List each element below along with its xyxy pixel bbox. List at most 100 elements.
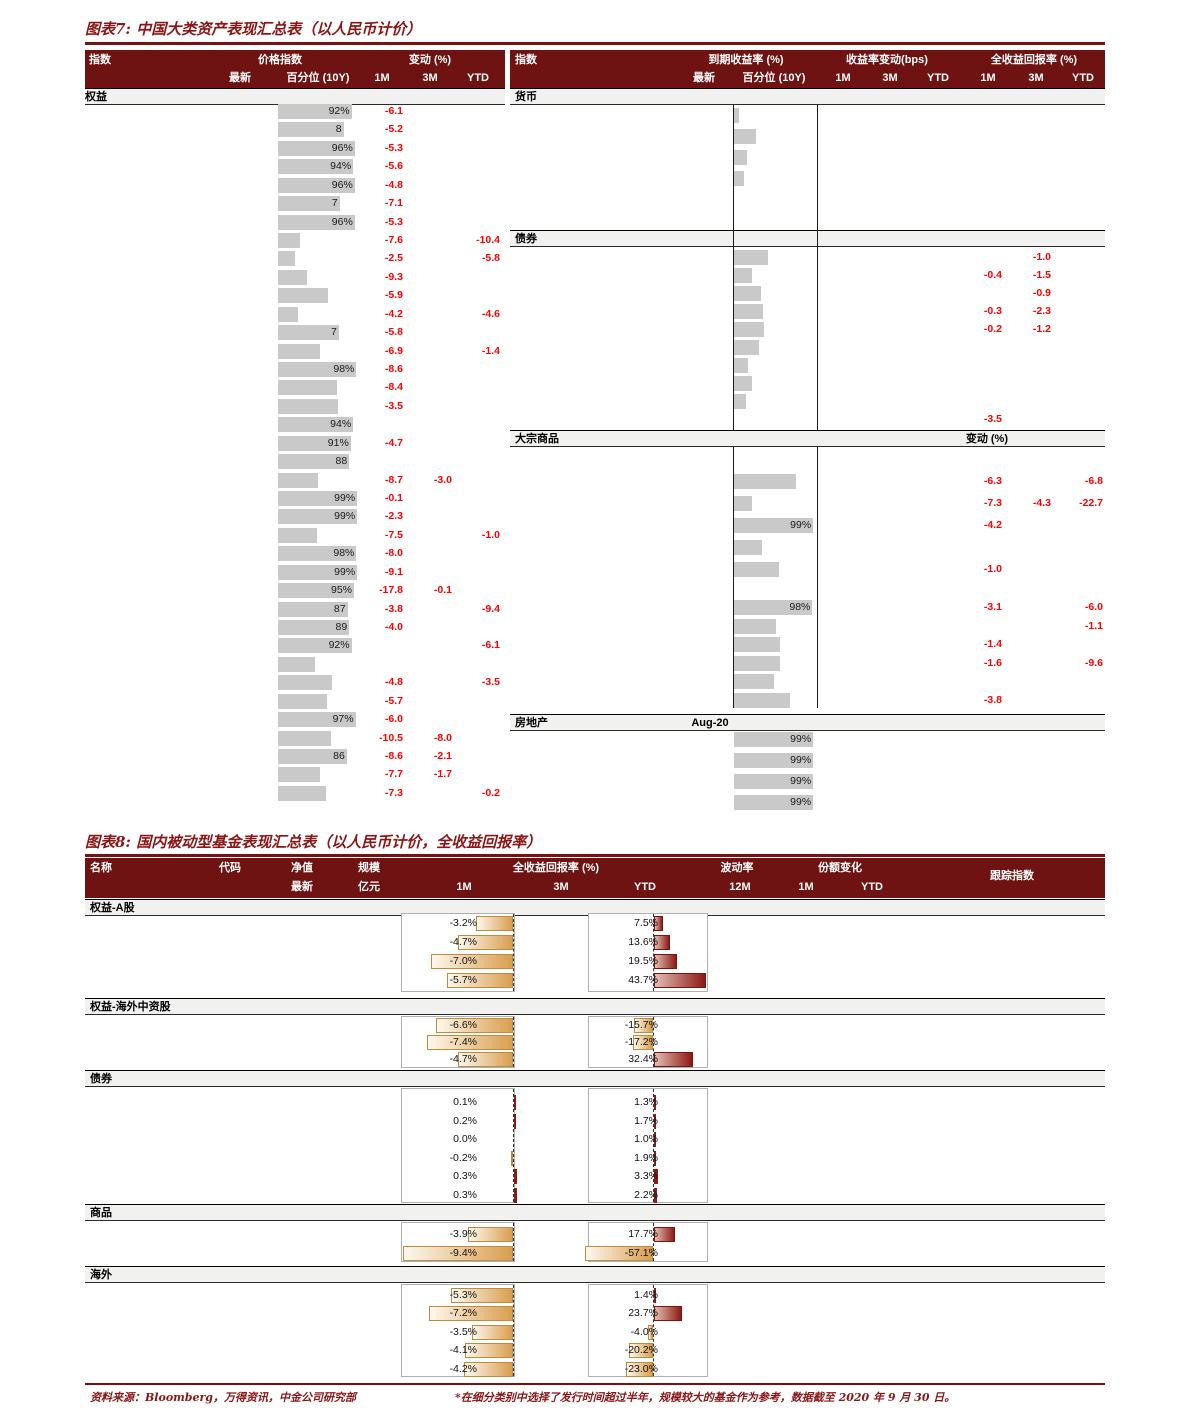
return-1m: -1.0 [983,563,1002,575]
return-ytd-bar-positive [654,1188,657,1203]
change-ytd: -6.1 [481,639,500,652]
return-1m: -1.6 [983,656,1002,669]
percentile-bar [734,618,777,634]
percentile-bar [278,472,318,488]
return-3m: -1.2 [1032,323,1051,335]
return-ytd: -1.1 [1084,619,1103,632]
percentile-value: 96% [331,141,353,154]
change-1m: -5.2 [384,123,403,136]
return-3m: -2.3 [1032,305,1051,317]
col-ret-1m: 1M [980,72,996,84]
change-1m: -5.8 [384,326,403,339]
return-ytd-value: 17.7% [628,1228,658,1240]
change-1m: -8.0 [384,547,403,560]
return-ytd-bar-positive [654,1052,693,1067]
percentile-bar [734,268,752,283]
percentile-bar [734,674,774,689]
col-index: 指数 [89,54,111,66]
change-1m: -10.5 [379,731,403,744]
percentile-bar: 99% [734,753,814,768]
return-1m-value: -3.5% [449,1325,477,1338]
change-1m: -4.2 [384,307,403,320]
table8-header: 名称 代码 净值 规模 全收益回报率 (%) 波动率 份额变化 跟踪指数 最新 亿元 1M 3M YTD… [85,858,1105,898]
percentile-bar [278,693,327,709]
percentile-bar [278,675,332,691]
return-1m-bar-negative [446,973,513,988]
change-1m: -5.7 [384,694,403,707]
percentile-bar [278,656,315,672]
percentile-bar: 99% [734,774,814,789]
bar-column-right-border [817,105,818,430]
percentile-bar: 99% [734,795,814,810]
col-latest: 最新 [229,72,251,84]
change-1m: -5.3 [384,141,403,154]
col-ret-ytd: YTD [1072,72,1094,84]
percentile-bar: 92% [278,638,352,654]
col-name: 名称 [90,862,112,874]
change-1m: -17.8 [379,584,403,597]
percentile-value: 99% [790,775,812,787]
return-ytd-bar-positive [654,1095,656,1110]
zero-axis-ytd [653,1223,654,1261]
return-ytd-value: 3.3% [634,1170,658,1182]
percentile-value: 87 [333,602,346,615]
col-nav-latest: 最新 [291,881,313,893]
percentile-bar [278,730,331,746]
percentile-value: 7 [331,197,338,210]
bar-column-left-border [733,105,734,430]
return-1m-value: -7.4% [449,1036,477,1048]
zero-axis-1m [513,914,514,991]
percentile-bar: 99% [278,509,358,525]
return-1m: -0.3 [983,305,1002,317]
change-ytd: -1.0 [481,528,500,541]
return-1m-bar-negative [510,1150,513,1166]
col-aum-unit: 亿元 [358,881,380,893]
percentile-bar: 99% [278,564,358,580]
col-ret-1m: 1M [456,881,472,893]
percentile-bar [734,562,779,577]
change-3m: -1.7 [433,768,452,781]
change-1m: -7.5 [384,528,403,541]
col-ret-ytd: YTD [634,881,656,893]
percentile-bar: 96% [278,140,355,156]
return-3m: -0.9 [1032,287,1051,299]
change-ytd: -3.5 [481,676,500,689]
percentile-bar [734,322,764,337]
return-ytd: -22.7 [1079,497,1103,509]
return-1m-value: 0.3% [453,1170,477,1182]
col-vol-12m: 12M [729,881,751,893]
percentile-value: 86 [333,750,345,763]
percentile-bar [734,150,747,165]
change-ytd: -10.4 [476,234,500,246]
percentile-value: 98% [333,547,355,560]
return-1m: -3.5 [983,413,1002,425]
zero-axis-ytd [653,1017,654,1067]
change-3m: -2.1 [433,750,452,763]
return-1m-bar-negative [464,1361,513,1377]
return-1m-bar-negative [458,1052,513,1067]
col-ytd: YTD [467,72,489,84]
change-ytd: -9.4 [481,602,500,615]
percentile-bar: 98% [278,362,357,378]
percentile-bar: 89 [278,620,350,636]
return-1m: -0.4 [983,269,1002,281]
return-ytd-bar-negative [648,1324,653,1340]
change-1m: -6.1 [384,105,403,117]
zero-axis-ytd [653,1089,654,1202]
percentile-value: 99% [790,733,812,745]
percentile-bar [734,692,790,708]
return-3m: -4.3 [1032,497,1051,509]
percentile-value: 99% [790,796,812,808]
col-aum: 规模 [358,862,380,874]
return-ytd-value: 1.7% [634,1114,658,1127]
percentile-bar: 95% [278,583,354,599]
section-name: 大宗商品 [515,433,559,445]
percentile-bar [734,340,759,355]
change-1m: -3.5 [384,399,403,412]
percentile-bar: 88 [278,454,350,470]
percentile-bar [278,398,338,414]
percentile-value: 99% [790,519,812,531]
return-1m-value: -5.7% [449,974,477,986]
percentile-value: 89 [335,621,348,634]
return-ytd-value: 1.0% [634,1133,658,1145]
